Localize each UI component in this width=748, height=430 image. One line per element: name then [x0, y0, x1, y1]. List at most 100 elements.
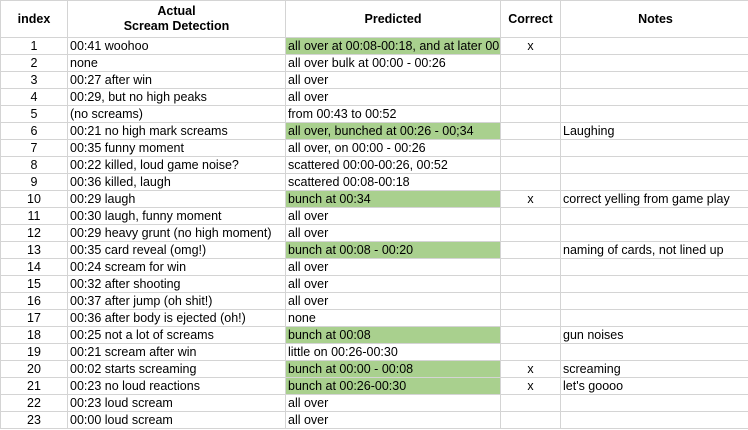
- cell-predicted[interactable]: all over at 00:08-00:18, and at later 00…: [285, 37, 501, 55]
- cell-predicted[interactable]: all over: [285, 207, 501, 225]
- cell-predicted[interactable]: none: [285, 309, 501, 327]
- cell-actual[interactable]: 00:36 after body is ejected (oh!): [67, 309, 286, 327]
- cell-predicted[interactable]: bunch at 00:08: [285, 326, 501, 344]
- cell-predicted[interactable]: all over, bunched at 00:26 - 00;34: [285, 122, 501, 140]
- cell-predicted[interactable]: all over, on 00:00 - 00:26: [285, 139, 501, 157]
- cell-correct[interactable]: [500, 275, 561, 293]
- cell-actual[interactable]: 00:29, but no high peaks: [67, 88, 286, 106]
- cell-predicted[interactable]: all over: [285, 258, 501, 276]
- cell-index[interactable]: 8: [0, 156, 68, 174]
- cell-notes[interactable]: [560, 156, 748, 174]
- cell-actual[interactable]: 00:24 scream for win: [67, 258, 286, 276]
- cell-actual[interactable]: 00:02 starts screaming: [67, 360, 286, 378]
- cell-index[interactable]: 17: [0, 309, 68, 327]
- header-index[interactable]: index: [0, 0, 68, 38]
- cell-actual[interactable]: 00:35 funny moment: [67, 139, 286, 157]
- cell-notes[interactable]: [560, 411, 748, 429]
- cell-correct[interactable]: x: [500, 360, 561, 378]
- cell-notes[interactable]: [560, 343, 748, 361]
- cell-index[interactable]: 9: [0, 173, 68, 191]
- cell-correct[interactable]: [500, 343, 561, 361]
- header-notes[interactable]: Notes: [560, 0, 748, 38]
- cell-actual[interactable]: 00:27 after win: [67, 71, 286, 89]
- cell-correct[interactable]: [500, 241, 561, 259]
- cell-predicted[interactable]: all over: [285, 88, 501, 106]
- cell-index[interactable]: 12: [0, 224, 68, 242]
- cell-index[interactable]: 15: [0, 275, 68, 293]
- cell-predicted[interactable]: bunch at 00:26-00:30: [285, 377, 501, 395]
- cell-predicted[interactable]: scattered 00:00-00:26, 00:52: [285, 156, 501, 174]
- cell-notes[interactable]: [560, 207, 748, 225]
- cell-notes[interactable]: [560, 394, 748, 412]
- cell-actual[interactable]: none: [67, 54, 286, 72]
- cell-correct[interactable]: x: [500, 190, 561, 208]
- cell-index[interactable]: 1: [0, 37, 68, 55]
- cell-index[interactable]: 3: [0, 71, 68, 89]
- cell-notes[interactable]: let's goooo: [560, 377, 748, 395]
- cell-index[interactable]: 20: [0, 360, 68, 378]
- cell-notes[interactable]: [560, 105, 748, 123]
- cell-actual[interactable]: 00:00 loud scream: [67, 411, 286, 429]
- cell-actual[interactable]: 00:21 no high mark screams: [67, 122, 286, 140]
- cell-predicted[interactable]: all over: [285, 292, 501, 310]
- cell-correct[interactable]: [500, 394, 561, 412]
- cell-correct[interactable]: x: [500, 377, 561, 395]
- cell-correct[interactable]: [500, 309, 561, 327]
- cell-index[interactable]: 5: [0, 105, 68, 123]
- cell-actual[interactable]: 00:23 no loud reactions: [67, 377, 286, 395]
- cell-notes[interactable]: [560, 173, 748, 191]
- cell-predicted[interactable]: scattered 00:08-00:18: [285, 173, 501, 191]
- cell-notes[interactable]: [560, 54, 748, 72]
- cell-predicted[interactable]: bunch at 00:34: [285, 190, 501, 208]
- cell-predicted[interactable]: bunch at 00:08 - 00:20: [285, 241, 501, 259]
- cell-actual[interactable]: 00:29 heavy grunt (no high moment): [67, 224, 286, 242]
- cell-actual[interactable]: 00:25 not a lot of screams: [67, 326, 286, 344]
- cell-notes[interactable]: [560, 309, 748, 327]
- cell-correct[interactable]: [500, 122, 561, 140]
- cell-notes[interactable]: correct yelling from game play: [560, 190, 748, 208]
- cell-index[interactable]: 11: [0, 207, 68, 225]
- cell-predicted[interactable]: little on 00:26-00:30: [285, 343, 501, 361]
- cell-correct[interactable]: [500, 258, 561, 276]
- cell-actual[interactable]: 00:30 laugh, funny moment: [67, 207, 286, 225]
- cell-index[interactable]: 10: [0, 190, 68, 208]
- cell-predicted[interactable]: all over: [285, 224, 501, 242]
- cell-actual[interactable]: 00:36 killed, laugh: [67, 173, 286, 191]
- cell-correct[interactable]: [500, 292, 561, 310]
- cell-index[interactable]: 13: [0, 241, 68, 259]
- cell-correct[interactable]: [500, 207, 561, 225]
- cell-notes[interactable]: gun noises: [560, 326, 748, 344]
- cell-notes[interactable]: [560, 292, 748, 310]
- cell-predicted[interactable]: all over: [285, 275, 501, 293]
- cell-actual[interactable]: 00:35 card reveal (omg!): [67, 241, 286, 259]
- cell-actual[interactable]: 00:37 after jump (oh shit!): [67, 292, 286, 310]
- cell-predicted[interactable]: all over: [285, 394, 501, 412]
- cell-correct[interactable]: [500, 173, 561, 191]
- header-correct[interactable]: Correct: [500, 0, 561, 38]
- cell-predicted[interactable]: bunch at 00:00 - 00:08: [285, 360, 501, 378]
- cell-notes[interactable]: [560, 37, 748, 55]
- cell-predicted[interactable]: all over: [285, 411, 501, 429]
- cell-index[interactable]: 19: [0, 343, 68, 361]
- cell-notes[interactable]: [560, 88, 748, 106]
- cell-correct[interactable]: [500, 88, 561, 106]
- cell-actual[interactable]: 00:29 laugh: [67, 190, 286, 208]
- cell-predicted[interactable]: all over bulk at 00:00 - 00:26: [285, 54, 501, 72]
- cell-actual[interactable]: 00:41 woohoo: [67, 37, 286, 55]
- cell-index[interactable]: 2: [0, 54, 68, 72]
- cell-correct[interactable]: [500, 224, 561, 242]
- header-actual[interactable]: Actual Scream Detection: [67, 0, 286, 38]
- cell-notes[interactable]: naming of cards, not lined up: [560, 241, 748, 259]
- cell-correct[interactable]: [500, 156, 561, 174]
- cell-index[interactable]: 16: [0, 292, 68, 310]
- cell-correct[interactable]: [500, 411, 561, 429]
- cell-notes[interactable]: [560, 258, 748, 276]
- cell-correct[interactable]: [500, 105, 561, 123]
- cell-notes[interactable]: Laughing: [560, 122, 748, 140]
- cell-notes[interactable]: [560, 275, 748, 293]
- cell-actual[interactable]: 00:32 after shooting: [67, 275, 286, 293]
- cell-index[interactable]: 4: [0, 88, 68, 106]
- cell-actual[interactable]: 00:23 loud scream: [67, 394, 286, 412]
- cell-index[interactable]: 23: [0, 411, 68, 429]
- cell-notes[interactable]: [560, 224, 748, 242]
